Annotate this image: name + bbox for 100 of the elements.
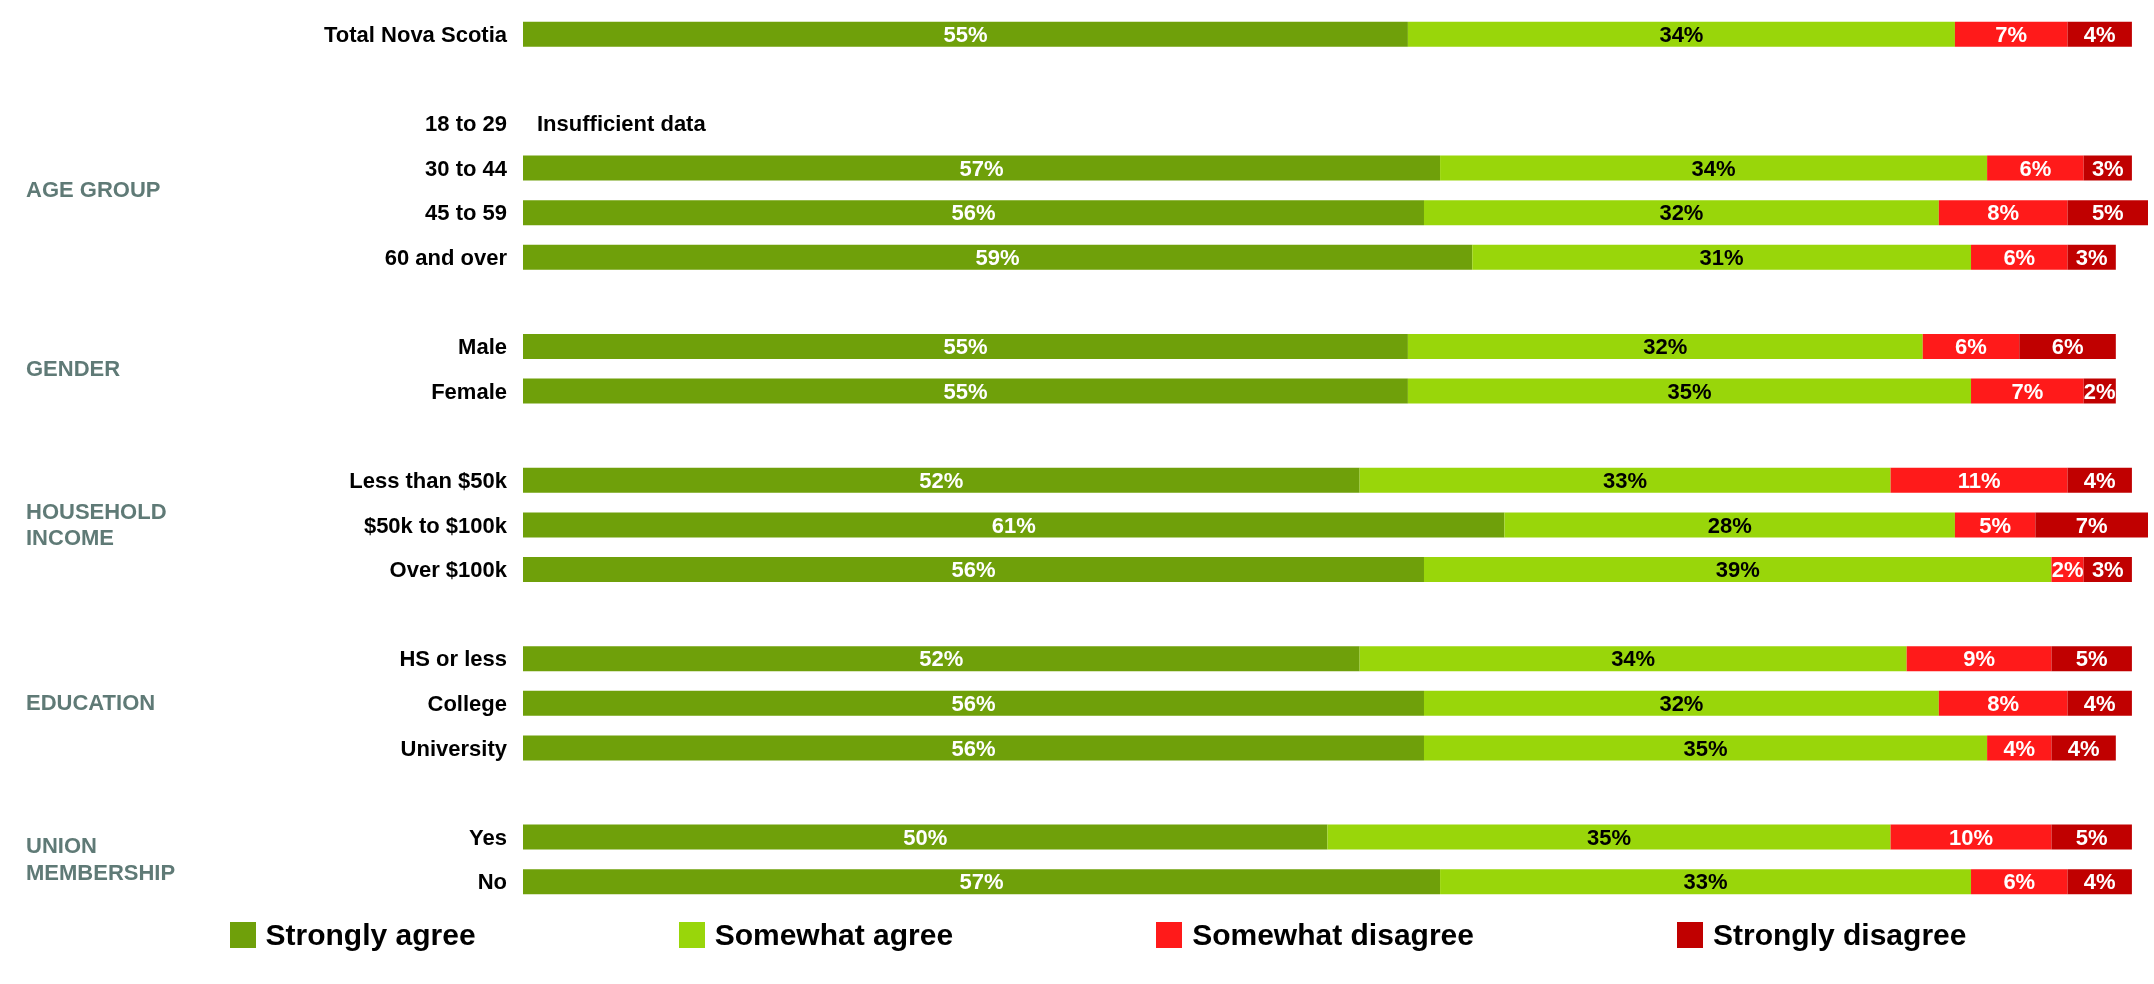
bar [1971,378,2084,404]
data-label: 6% [2003,245,2036,271]
bar [523,557,1424,583]
data-label: 4% [2003,735,2036,761]
data-label: 33% [1683,869,1728,895]
text: AGE GROUP [26,177,161,204]
bar [1327,824,1891,850]
bar [523,735,1424,761]
data-label: 9% [1963,646,1995,672]
data-label: 4% [2067,735,2100,761]
bar [1504,512,1955,538]
legend-label: Strongly agree [265,918,476,952]
bar [523,155,1441,181]
text: GENDER [26,355,121,382]
data-label: 7% [1995,22,2028,48]
bar [523,646,1360,672]
text: UNION MEMBERSHIP [26,833,176,886]
data-label: 32% [1643,334,1688,360]
data-label: 10% [1949,824,1994,850]
y-tick-label: Yes [469,824,507,850]
data-label: 2% [2051,557,2084,583]
bar [1440,155,1988,181]
data-label: 32% [1659,691,1704,717]
bar [1423,557,2052,583]
bar [523,21,1408,47]
bar [523,467,1360,493]
data-label: 11% [1957,468,2001,494]
data-label: 57% [959,869,1004,895]
bar [1938,690,2068,716]
data-label: 35% [1667,378,1712,404]
data-label: 4% [2083,691,2116,717]
data-label: 8% [1987,691,2020,717]
data-label: 50% [903,824,948,850]
data-label: 59% [975,245,1020,271]
data-label: 5% [2075,646,2108,672]
data-label: 7% [2075,512,2108,538]
bar [523,378,1408,404]
bar [1407,378,1972,404]
data-label: 2% [2083,378,2116,404]
bar [1440,869,1972,895]
data-label: 6% [2051,334,2084,360]
data-label: 4% [2083,468,2116,494]
bar [1938,200,2068,226]
bar [1906,646,2052,672]
data-label: 33% [1603,468,1648,494]
data-label: 61% [991,512,1036,538]
data-label: 55% [943,378,988,404]
data-label: 39% [1715,557,1760,583]
data-label: 5% [1979,512,2012,538]
data-label: 3% [2091,155,2124,181]
bar [523,869,1441,895]
y-tick-label: Total Nova Scotia [324,22,508,47]
text: EDUCATION [26,690,156,717]
bar [523,512,1505,538]
y-tick-label: Male [458,334,507,360]
bar [1423,735,1988,761]
bar [523,200,1424,226]
bar [523,690,1424,716]
bar [1359,646,1907,672]
data-label: 28% [1707,512,1752,538]
data-label: 7% [2011,378,2044,404]
data-label: 52% [919,468,964,494]
bar [1359,467,1891,493]
bar [1407,334,1923,360]
data-label: 56% [951,557,996,583]
y-tick-label: 18 to 29 [425,111,507,137]
data-label: 3% [2091,557,2124,583]
data-label: 52% [919,646,964,672]
data-label: 4% [2083,22,2116,48]
y-tick-label: College [427,691,507,716]
bar [1423,690,1939,716]
data-label: 4% [2083,869,2116,895]
data-label: 5% [2075,824,2108,850]
data-label: 34% [1659,22,1704,48]
data-label: 56% [951,691,996,717]
text: HOUSEHOLD INCOME [26,498,167,552]
data-label: 34% [1691,155,1736,181]
data-label: 55% [943,334,988,360]
bar [523,824,1328,850]
data-label: 56% [951,735,996,761]
y-tick-label: Female [431,378,507,404]
y-tick-label: 30 to 44 [425,155,508,181]
data-label: 32% [1659,200,1704,226]
y-tick-label: Over $100k [389,557,508,583]
annotation: Insufficient data [537,110,706,137]
y-tick-label: Less than $50k [349,468,508,493]
y-tick-label: 45 to 59 [425,200,507,226]
data-label: 56% [951,200,996,226]
data-label: 31% [1699,245,1744,271]
legend-label: Strongly disagree [1713,918,1967,952]
data-label: 35% [1586,824,1632,850]
data-label: 5% [2091,200,2124,226]
bar [1472,244,1972,270]
y-tick-label: $50k to $100k [363,512,508,538]
data-label: 6% [2019,155,2052,181]
data-label: 3% [2075,245,2108,271]
legend-label: Somewhat agree [714,918,954,952]
data-label: 6% [2003,869,2036,895]
y-tick-label: HS or less [399,646,507,672]
bar [1423,200,1939,226]
